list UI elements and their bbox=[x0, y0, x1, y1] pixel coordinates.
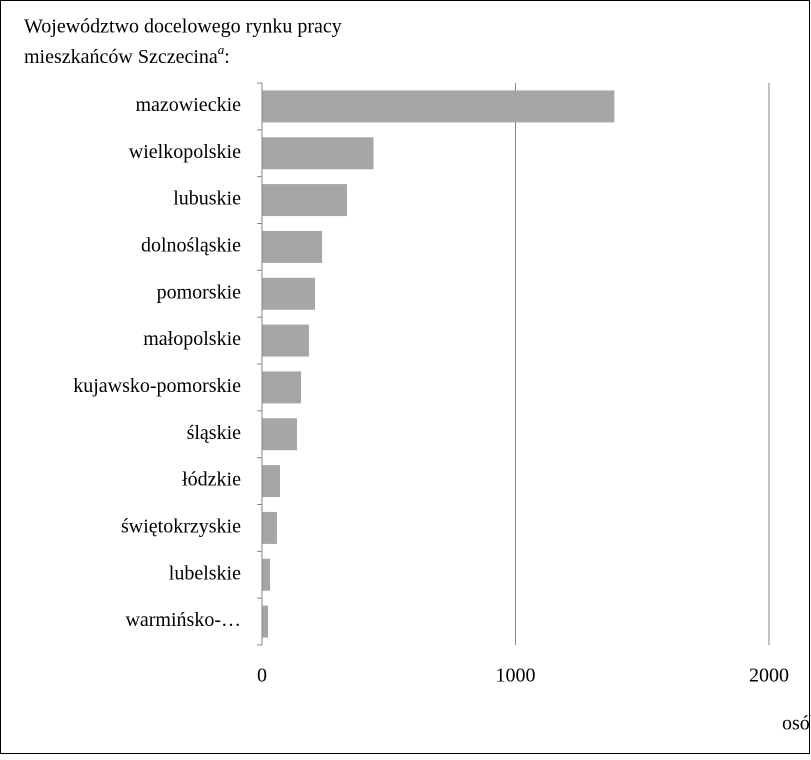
bar bbox=[262, 605, 269, 638]
y-tick-label: wielkopolskie bbox=[129, 141, 241, 163]
y-tick-label: świętokrzyskie bbox=[121, 516, 241, 538]
x-tick-label: 1000 bbox=[496, 665, 536, 687]
bar bbox=[262, 465, 280, 498]
y-tick-label: małopolskie bbox=[143, 328, 241, 350]
bar bbox=[262, 230, 323, 263]
bar bbox=[262, 90, 615, 123]
bar bbox=[262, 277, 315, 310]
y-tick-label: dolnośląskie bbox=[141, 235, 241, 257]
y-tick-label: łódzkie bbox=[182, 469, 241, 491]
bar bbox=[262, 137, 374, 170]
bar bbox=[262, 184, 347, 217]
bar bbox=[262, 511, 277, 544]
x-tick-label: 2000 bbox=[749, 665, 789, 687]
y-tick-label: śląskie bbox=[187, 422, 242, 444]
title-suffix: : bbox=[224, 46, 230, 68]
bar bbox=[262, 418, 297, 451]
x-tick-label: 0 bbox=[257, 665, 267, 687]
y-tick-label: lubelskie bbox=[169, 562, 241, 584]
y-tick-label: pomorskie bbox=[157, 281, 242, 303]
chart-title: Województwo docelowego rynku pracy bbox=[24, 16, 342, 38]
bar bbox=[262, 558, 271, 591]
bar bbox=[262, 371, 302, 404]
y-tick-label: kujawsko-pomorskie bbox=[73, 375, 241, 397]
bar bbox=[262, 324, 309, 357]
x-axis-label: osób bbox=[782, 713, 811, 735]
y-tick-label: warmińsko-… bbox=[125, 609, 241, 631]
chart-title: mieszkańców Szczecina bbox=[24, 46, 218, 68]
title-superscript: a bbox=[218, 42, 225, 57]
y-tick-label: lubuskie bbox=[173, 188, 241, 210]
chart-title: mieszkańców Szczecinaa: bbox=[24, 42, 230, 68]
y-tick-label: mazowieckie bbox=[136, 94, 242, 116]
